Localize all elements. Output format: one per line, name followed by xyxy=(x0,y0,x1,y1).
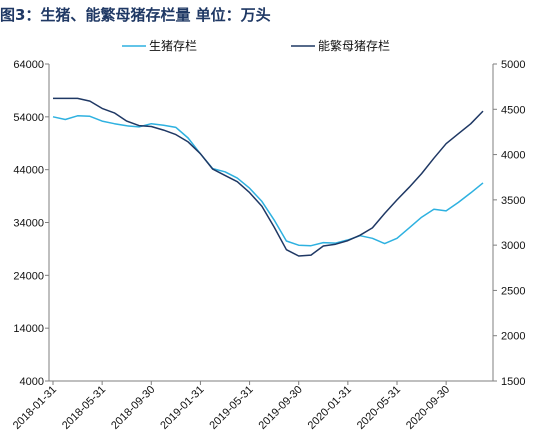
x-tick-label: 2020-05-31 xyxy=(355,384,403,432)
left-axis-ticks: 64000 54000 44000 34000 24000 14000 4000 xyxy=(13,59,49,388)
left-tick-label: 34000 xyxy=(13,218,44,230)
x-tick-label: 2019-09-30 xyxy=(257,384,305,432)
x-tick-label: 2020-09-30 xyxy=(404,384,452,432)
left-tick-label: 44000 xyxy=(13,165,44,177)
left-tick-label: 64000 xyxy=(13,59,44,71)
x-tick-label: 2018-01-31 xyxy=(11,384,59,432)
right-tick-label: 5000 xyxy=(501,59,525,71)
series-line-sow-inventory xyxy=(53,97,484,257)
left-tick-label: 4000 xyxy=(20,376,44,388)
right-tick-label: 3000 xyxy=(501,240,525,252)
right-tick-label: 2000 xyxy=(501,331,525,343)
right-tick-label: 3500 xyxy=(501,195,525,207)
series-line-hog-inventory xyxy=(52,115,484,247)
left-tick-label: 54000 xyxy=(13,112,44,124)
right-tick-label: 1500 xyxy=(501,376,525,388)
legend-label: 能繁母猪存栏 xyxy=(318,38,390,53)
left-tick-label: 14000 xyxy=(13,323,44,335)
left-tick-label: 24000 xyxy=(13,270,44,282)
legend-label: 生猪存栏 xyxy=(149,38,197,53)
right-tick-label: 4000 xyxy=(501,150,525,162)
x-tick-label: 2019-01-31 xyxy=(158,384,206,432)
series-layer xyxy=(52,97,484,257)
chart-title: 图3：生猪、能繁母猪存栏量 单位：万头 xyxy=(0,6,271,24)
x-tick-label: 2019-05-31 xyxy=(207,384,255,432)
x-tick-label: 2018-09-30 xyxy=(109,384,157,432)
x-axis-ticks: 2018-01-31 2018-05-31 2018-09-30 2019-01-31… xyxy=(11,381,452,432)
right-tick-label: 4500 xyxy=(501,104,525,116)
x-tick-label: 2020-01-31 xyxy=(306,384,354,432)
legend: 生猪存栏 能繁母猪存栏 xyxy=(122,38,390,53)
x-tick-label: 2018-05-31 xyxy=(60,384,108,432)
right-tick-label: 2500 xyxy=(501,285,525,297)
right-axis-ticks: 5000 4500 4000 3500 3000 2500 2000 1500 xyxy=(493,59,525,388)
